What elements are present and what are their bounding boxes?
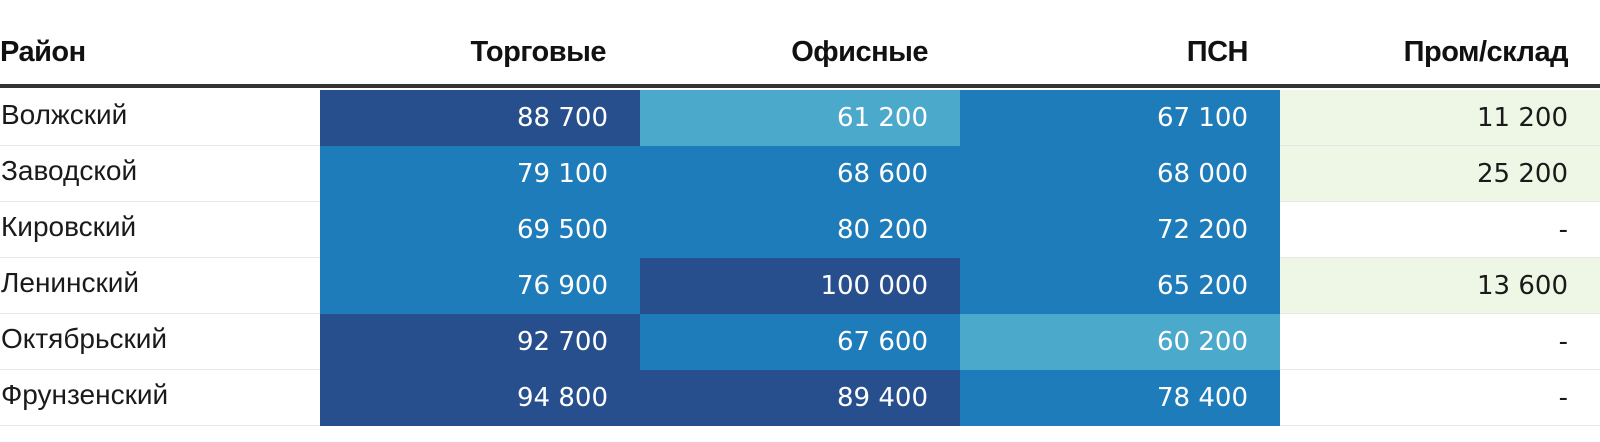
- value-cell-industrial: -: [1280, 314, 1600, 370]
- district-name: Заводской: [1, 155, 138, 186]
- value-cell-retail: 76 900: [320, 258, 640, 314]
- value-cell-office: 67 600: [640, 314, 960, 370]
- value-cell-retail: 88 700: [320, 90, 640, 146]
- district-name: Октябрьский: [1, 323, 168, 354]
- table-row: Октябрьский 92 700 67 600 60 200-: [0, 314, 1600, 370]
- value-cell-industrial: 13 600: [1280, 258, 1600, 314]
- header-district: Район: [0, 36, 86, 68]
- value-cell-industrial: -: [1280, 370, 1600, 426]
- value-cell-office: 80 200: [640, 202, 960, 258]
- table-row: Волжский 88 700 61 200 67 100 11 200: [0, 90, 1600, 146]
- value-cell-psn: 67 100: [960, 90, 1280, 146]
- value-cell-retail: 69 500: [320, 202, 640, 258]
- header-psn: ПСН: [1186, 36, 1249, 68]
- value-cell-industrial: -: [1280, 202, 1600, 258]
- value-cell-retail: 94 800: [320, 370, 640, 426]
- district-name: Кировский: [1, 211, 137, 242]
- value-cell-office: 68 600: [640, 146, 960, 202]
- value-cell-psn: 60 200: [960, 314, 1280, 370]
- value-cell-psn: 68 000: [960, 146, 1280, 202]
- district-name: Ленинский: [1, 267, 140, 298]
- header-office: Офисные: [791, 36, 928, 68]
- header-industrial: Пром/склад: [1403, 36, 1569, 68]
- value-cell-industrial: 11 200: [1280, 90, 1600, 146]
- value-cell-retail: 79 100: [320, 146, 640, 202]
- district-name: Фрунзенский: [1, 379, 169, 410]
- value-cell-psn: 78 400: [960, 370, 1280, 426]
- value-cell-psn: 65 200: [960, 258, 1280, 314]
- value-cell-industrial: 25 200: [1280, 146, 1600, 202]
- district-name: Волжский: [1, 99, 128, 130]
- table-header: Район Торговые Офисные ПСН Пром/склад: [0, 0, 1600, 88]
- value-cell-office: 61 200: [640, 90, 960, 146]
- value-cell-retail: 92 700: [320, 314, 640, 370]
- header-retail: Торговые: [470, 36, 607, 68]
- table-row: Кировский 69 500 80 200 72 200-: [0, 202, 1600, 258]
- value-cell-psn: 72 200: [960, 202, 1280, 258]
- table-row: Фрунзенский 94 800 89 400 78 400-: [0, 370, 1600, 426]
- table-row: Заводской 79 100 68 600 68 000 25 200: [0, 146, 1600, 202]
- value-cell-office: 100 000: [640, 258, 960, 314]
- table-row: Ленинский 76 900 100 000 65 200 13 600: [0, 258, 1600, 314]
- value-cell-office: 89 400: [640, 370, 960, 426]
